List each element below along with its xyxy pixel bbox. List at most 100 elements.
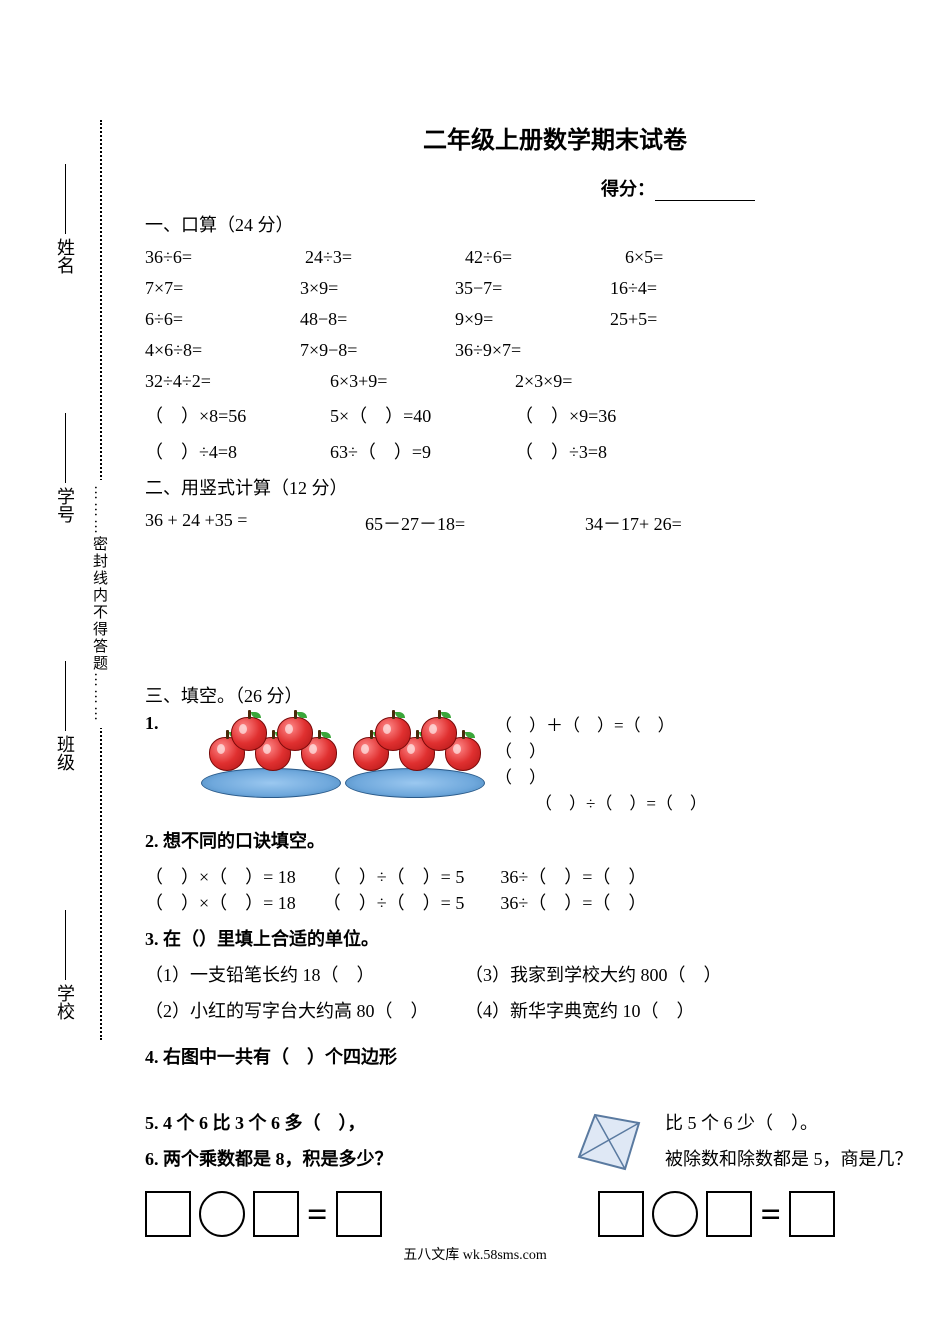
expr: 6×3+9= bbox=[330, 371, 515, 392]
sec1-row2: 7×7= 3×9= 35−7= 16÷4= bbox=[145, 278, 865, 299]
sec3-head: 三、填空。（26 分） bbox=[145, 682, 865, 708]
apple-icon bbox=[231, 717, 267, 751]
expr: 32÷4÷2= bbox=[145, 371, 330, 392]
underline bbox=[65, 413, 66, 483]
sec1-row4: 4×6÷8= 7×9−8= 36÷9×7= bbox=[145, 340, 865, 361]
vertical-calc-space bbox=[145, 536, 865, 676]
expr: 48−8= bbox=[300, 309, 455, 330]
label-name: 姓名 bbox=[52, 160, 78, 274]
sec2-head: 二、用竖式计算（12 分） bbox=[145, 474, 865, 500]
q3-row1: （1）一支铅笔长约 18（ ） （3）我家到学校大约 800（ ） bbox=[145, 961, 865, 987]
expr: 42÷6= bbox=[465, 247, 625, 268]
expr: （ ）÷4=8 bbox=[145, 438, 330, 464]
apple-icon bbox=[421, 717, 457, 751]
label-class: 班级 bbox=[52, 657, 78, 771]
q3-row2: （2）小红的写字台大约高 80（ ） （4）新华字典宽约 10（ ） bbox=[145, 997, 865, 1023]
label-id: 学号 bbox=[52, 409, 78, 523]
q6-b: 被除数和除数都是 5，商是几？ bbox=[665, 1145, 913, 1171]
expr: 4×6÷8= bbox=[145, 340, 300, 361]
page-content: 二年级上册数学期末试卷 得分： 一、口算（24 分） 36÷6= 24÷3= 4… bbox=[145, 120, 865, 1237]
q1-num: 1. bbox=[145, 713, 173, 734]
q5-row: 5. 4 个 6 比 3 个 6 多（ ）， 比 5 个 6 少（ ）。 bbox=[145, 1109, 865, 1135]
sec1-row7: （ ）÷4=8 63÷（ ）=9 （ ）÷3=8 bbox=[145, 438, 865, 464]
q5-b: 比 5 个 6 少（ ）。 bbox=[665, 1109, 818, 1135]
score-underline[interactable] bbox=[655, 185, 755, 201]
expr: 36÷9×7= bbox=[455, 340, 610, 361]
underline bbox=[65, 661, 66, 731]
q1-line-a: （ ）＋（ ）=（ ） bbox=[495, 713, 707, 739]
expr: （ ）÷3=8 bbox=[515, 438, 700, 464]
equals-sign: = bbox=[307, 1191, 328, 1237]
q2-head: 2. 想不同的口诀填空。 bbox=[145, 827, 865, 853]
q2-l1: （ ）×（ ）= 18 （ ）÷（ ）= 5 36÷（ ）=（ ） bbox=[145, 863, 865, 889]
page-title: 二年级上册数学期末试卷 bbox=[245, 120, 865, 155]
expr: 24÷3= bbox=[305, 247, 465, 268]
apple-icon bbox=[375, 717, 411, 751]
sidebar-labels: 姓名 学号 班级 学校 bbox=[50, 160, 80, 1020]
sec1-row1: 36÷6= 24÷3= 42÷6= 6×5= bbox=[145, 247, 865, 268]
expr: 35−7= bbox=[455, 278, 610, 299]
q6-equations: = = bbox=[145, 1181, 865, 1237]
eq-right: = bbox=[598, 1191, 835, 1237]
school-text: 学校 bbox=[52, 984, 78, 1020]
box-square[interactable] bbox=[253, 1191, 299, 1237]
sec1-row6: （ ）×8=56 5×（ ）=40 （ ）×9=36 bbox=[145, 402, 865, 428]
box-square[interactable] bbox=[598, 1191, 644, 1237]
quadrilateral-icon bbox=[575, 1109, 645, 1179]
box-square[interactable] bbox=[336, 1191, 382, 1237]
expr: 5×（ ）=40 bbox=[330, 402, 515, 428]
q6-a: 6. 两个乘数都是 8，积是多少？ bbox=[145, 1145, 445, 1171]
q1-line-b: （ ） bbox=[495, 739, 707, 765]
score-label: 得分： bbox=[601, 179, 655, 199]
q5-q6-block: 5. 4 个 6 比 3 个 6 多（ ）， 比 5 个 6 少（ ）。 6. … bbox=[145, 1109, 865, 1237]
q1-line-d: （ ）÷（ ）=（ ） bbox=[535, 791, 707, 817]
box-square[interactable] bbox=[145, 1191, 191, 1237]
expr: 6÷6= bbox=[145, 309, 300, 330]
plate bbox=[201, 713, 341, 798]
q1-row: 1. （ ）＋（ ）=（ ） （ ） （ ） （ bbox=[145, 713, 865, 817]
q3-4: （4）新华字典宽约 10（ ） bbox=[465, 997, 695, 1023]
seal-text: ………密封线内不得答题……… bbox=[89, 480, 110, 728]
q5-a: 5. 4 个 6 比 3 个 6 多（ ）， bbox=[145, 1109, 445, 1135]
expr: 7×7= bbox=[145, 278, 300, 299]
q2-l2: （ ）×（ ）= 18 （ ）÷（ ）= 5 36÷（ ）=（ ） bbox=[145, 889, 865, 915]
label-school: 学校 bbox=[52, 906, 78, 1020]
expr: 36÷6= bbox=[145, 247, 305, 268]
expr: 65－27－18= bbox=[365, 510, 585, 536]
box-circle[interactable] bbox=[652, 1191, 698, 1237]
q3-2: （2）小红的写字台大约高 80（ ） bbox=[145, 997, 465, 1023]
q3-head: 3. 在（）里填上合适的单位。 bbox=[145, 925, 865, 951]
expr: 2×3×9= bbox=[515, 371, 700, 392]
expr: 3×9= bbox=[300, 278, 455, 299]
q1-blanks: （ ）＋（ ）=（ ） （ ） （ ） （ ）÷（ ）=（ ） bbox=[495, 713, 707, 817]
sec1-row5: 32÷4÷2= 6×3+9= 2×3×9= bbox=[145, 371, 865, 392]
plate-base bbox=[345, 768, 485, 798]
plate-base bbox=[201, 768, 341, 798]
expr: 16÷4= bbox=[610, 278, 765, 299]
box-circle[interactable] bbox=[199, 1191, 245, 1237]
expr: （ ）×9=36 bbox=[515, 402, 700, 428]
id-text: 学号 bbox=[52, 487, 78, 523]
name-text: 姓名 bbox=[52, 238, 78, 274]
footer-text: 五八文库 wk.58sms.com bbox=[0, 1244, 950, 1264]
q3-3: （3）我家到学校大约 800（ ） bbox=[465, 961, 722, 987]
expr: 34－17+ 26= bbox=[585, 510, 805, 536]
score-line: 得分： bbox=[145, 175, 755, 201]
expr: （ ）×8=56 bbox=[145, 402, 330, 428]
sec2-row1: 36 + 24 +35 = 65－27－18= 34－17+ 26= bbox=[145, 510, 865, 536]
apple-icon bbox=[277, 717, 313, 751]
box-square[interactable] bbox=[789, 1191, 835, 1237]
sec1-row3: 6÷6= 48−8= 9×9= 25+5= bbox=[145, 309, 865, 330]
q4-text: 4. 右图中一共有（ ）个四边形 bbox=[145, 1043, 865, 1069]
q6-row: 6. 两个乘数都是 8，积是多少？ 被除数和除数都是 5，商是几？ bbox=[145, 1145, 865, 1171]
apple-plates bbox=[201, 713, 485, 798]
eq-left: = bbox=[145, 1191, 382, 1237]
class-text: 班级 bbox=[52, 735, 78, 771]
sec1-head: 一、口算（24 分） bbox=[145, 211, 865, 237]
expr: 7×9−8= bbox=[300, 340, 455, 361]
expr: 36 + 24 +35 = bbox=[145, 510, 365, 536]
expr: 25+5= bbox=[610, 309, 765, 330]
q3-1: （1）一支铅笔长约 18（ ） bbox=[145, 961, 465, 987]
q1-line-c: （ ） bbox=[495, 765, 707, 791]
box-square[interactable] bbox=[706, 1191, 752, 1237]
